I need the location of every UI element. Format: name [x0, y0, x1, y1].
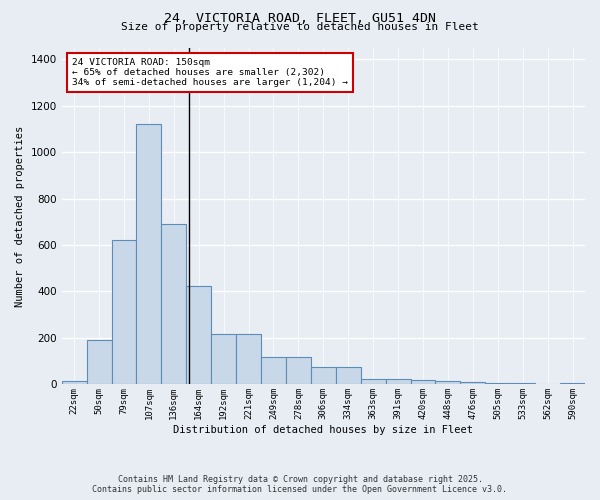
Text: Size of property relative to detached houses in Fleet: Size of property relative to detached ho…	[121, 22, 479, 32]
Text: Contains HM Land Registry data © Crown copyright and database right 2025.
Contai: Contains HM Land Registry data © Crown c…	[92, 474, 508, 494]
Text: 24 VICTORIA ROAD: 150sqm
← 65% of detached houses are smaller (2,302)
34% of sem: 24 VICTORIA ROAD: 150sqm ← 65% of detach…	[72, 58, 348, 88]
Bar	[460, 382, 485, 384]
Bar	[311, 367, 336, 384]
Bar	[236, 334, 261, 384]
X-axis label: Distribution of detached houses by size in Fleet: Distribution of detached houses by size …	[173, 425, 473, 435]
Bar	[286, 356, 311, 384]
Bar	[186, 286, 211, 384]
Bar	[86, 340, 112, 384]
Text: 24, VICTORIA ROAD, FLEET, GU51 4DN: 24, VICTORIA ROAD, FLEET, GU51 4DN	[164, 12, 436, 26]
Bar	[361, 378, 386, 384]
Bar	[336, 367, 361, 384]
Bar	[436, 381, 460, 384]
Bar	[386, 378, 410, 384]
Y-axis label: Number of detached properties: Number of detached properties	[15, 126, 25, 306]
Bar	[136, 124, 161, 384]
Bar	[211, 334, 236, 384]
Bar	[261, 356, 286, 384]
Bar	[62, 381, 86, 384]
Bar	[112, 240, 136, 384]
Bar	[410, 380, 436, 384]
Bar	[161, 224, 186, 384]
